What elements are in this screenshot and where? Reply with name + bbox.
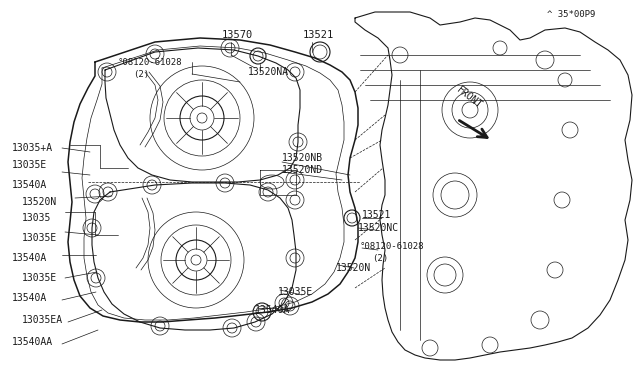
Text: 13520NB: 13520NB [282,153,323,163]
Text: 13520NA: 13520NA [248,67,289,77]
Text: 13035EA: 13035EA [22,315,63,325]
Text: 13540A: 13540A [12,253,47,263]
Text: 13520NC: 13520NC [358,223,399,233]
Text: 13520N: 13520N [22,197,57,207]
Text: 13520N: 13520N [336,263,371,273]
Text: 13035E: 13035E [278,287,313,297]
Text: °08120-61028: °08120-61028 [360,241,424,250]
Text: 13521: 13521 [362,210,392,220]
Text: FRONT: FRONT [455,85,484,111]
Text: ^ 35*00P9: ^ 35*00P9 [547,10,596,19]
Text: 13035+A: 13035+A [12,143,53,153]
Text: 13540A: 13540A [12,180,47,190]
Text: 13035E: 13035E [22,233,57,243]
Text: 13035: 13035 [22,213,51,223]
Text: (2): (2) [372,253,388,263]
Text: 13521: 13521 [303,30,334,40]
Text: 13035E: 13035E [12,160,47,170]
Text: 13540A: 13540A [12,293,47,303]
Text: °08120-61028: °08120-61028 [118,58,182,67]
Text: 13540AA: 13540AA [12,337,53,347]
Text: (2): (2) [133,70,149,78]
Text: 13035E: 13035E [22,273,57,283]
Text: 13570: 13570 [222,30,253,40]
Text: 13540A: 13540A [255,305,291,315]
Text: 13520ND: 13520ND [282,165,323,175]
